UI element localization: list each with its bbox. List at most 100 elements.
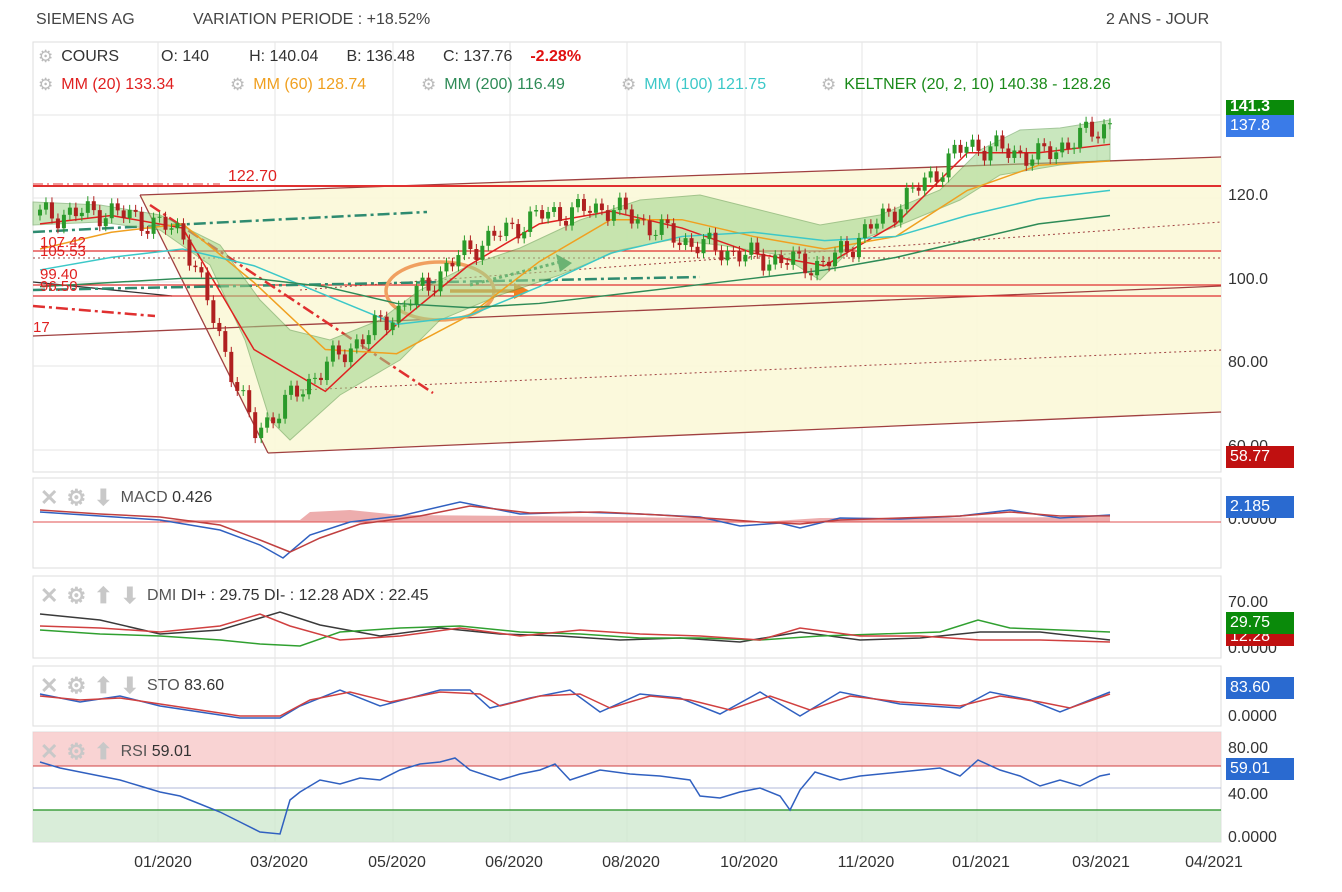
candle (719, 250, 724, 261)
candle (211, 300, 216, 323)
sto-label: STO (147, 677, 180, 694)
arrow-up-icon[interactable]: ⬆ (94, 739, 113, 764)
candle (910, 187, 915, 189)
price-axis-120: 120.0 (1228, 187, 1269, 204)
cours-label: COURS (61, 48, 120, 65)
price-axis-100: 100.0 (1228, 271, 1269, 288)
candle (922, 177, 927, 191)
candle (874, 223, 879, 229)
gear-icon[interactable]: ⚙ (66, 739, 87, 764)
dmi-legend: ✕ ⚙ ⬆ ⬇ DMI DI+ : 29.75 DI- : 12.28 ADX … (40, 583, 429, 609)
candle (139, 211, 144, 231)
candle (480, 245, 485, 260)
candle (665, 219, 670, 224)
candle (934, 171, 939, 182)
candle (868, 224, 873, 229)
rsi-axis-0: 0.0000 (1228, 829, 1277, 846)
candle (958, 144, 963, 153)
dmi-label: DMI (147, 587, 177, 604)
candle (821, 260, 826, 262)
candle (1090, 121, 1095, 137)
close-icon[interactable]: ✕ (40, 739, 59, 764)
arrow-up-icon[interactable]: ⬆ (94, 673, 113, 698)
candle (456, 255, 461, 267)
candle (570, 207, 575, 226)
candle (175, 223, 180, 229)
candle (695, 246, 700, 254)
candle (61, 214, 66, 229)
close-icon[interactable]: ✕ (40, 583, 59, 608)
arrow-down-icon[interactable]: ⬇ (120, 583, 140, 608)
candle (587, 210, 592, 213)
mm200-name: MM (200) (444, 76, 513, 93)
candle (109, 203, 114, 219)
candle (468, 240, 473, 250)
gear-icon[interactable]: ⚙ (66, 673, 87, 698)
x-tick: 03/2021 (1072, 854, 1130, 871)
close-icon[interactable]: ✕ (40, 673, 59, 698)
candle (295, 385, 300, 397)
candle (743, 254, 748, 262)
candle (402, 305, 407, 307)
rsi-axis-40: 40.00 (1228, 786, 1269, 803)
candle (324, 361, 329, 381)
candle (1048, 146, 1053, 160)
candle (420, 277, 425, 286)
candle (133, 209, 138, 212)
candle (785, 263, 790, 265)
candle (1030, 159, 1035, 166)
settings-gear-icon[interactable]: ⚙ (38, 47, 54, 66)
gear-icon[interactable]: ⚙ (66, 485, 87, 510)
mm20-value: 133.34 (125, 76, 175, 93)
price-tag-high: 141.3 (1226, 99, 1294, 116)
candle (797, 251, 802, 254)
candle (271, 417, 276, 424)
candle (815, 260, 820, 276)
candle (348, 348, 353, 363)
x-tick: 03/2020 (250, 854, 308, 871)
arrow-down-icon[interactable]: ⬇ (120, 673, 140, 698)
mm200-gear-icon[interactable]: ⚙ (421, 75, 437, 94)
dmi-value: DI+ : 29.75 DI- : 12.28 ADX : 22.45 (180, 587, 429, 604)
mm20-gear-icon[interactable]: ⚙ (38, 75, 54, 94)
overlay-legend-mm100: ⚙ MM (100) 121.75 (621, 75, 766, 95)
arrow-up-icon[interactable]: ⬆ (94, 583, 113, 608)
candle (755, 242, 760, 254)
candle (528, 211, 533, 232)
low-value: B: 136.48 (346, 48, 415, 65)
level-label-4: 99.40 (40, 266, 78, 283)
candle (833, 252, 838, 267)
candle (301, 394, 306, 397)
x-tick: 11/2020 (837, 854, 895, 871)
candle (839, 241, 844, 253)
macd-legend: ✕ ⚙ ⬇ MACD 0.426 (40, 485, 212, 511)
gear-icon[interactable]: ⚙ (66, 583, 87, 608)
candle (169, 228, 174, 230)
candle (635, 219, 640, 224)
sto-value: 83.60 (184, 677, 225, 694)
candle (1000, 135, 1005, 149)
candle (737, 250, 742, 262)
macd-tag: 2.185 (1226, 496, 1294, 518)
candle (731, 250, 736, 252)
candle (827, 261, 832, 267)
change-pct: -2.28% (530, 48, 582, 65)
keltner-gear-icon[interactable]: ⚙ (821, 75, 837, 94)
close-icon[interactable]: ✕ (40, 485, 59, 510)
candle (450, 262, 455, 267)
rsi-label: RSI (120, 743, 148, 760)
mm100-value: 121.75 (717, 76, 767, 93)
candle (91, 201, 96, 211)
arrow-down-icon[interactable]: ⬇ (94, 485, 113, 510)
candle (408, 304, 413, 306)
candle (862, 224, 867, 238)
series-line-mm-200- (39, 214, 1111, 309)
candle (1036, 143, 1041, 160)
candle (163, 216, 168, 230)
candle (988, 146, 993, 161)
mm100-gear-icon[interactable]: ⚙ (621, 75, 637, 94)
mm60-gear-icon[interactable]: ⚙ (230, 75, 246, 94)
candle (713, 232, 718, 251)
mm200-value: 116.49 (517, 76, 565, 93)
candle (336, 345, 341, 355)
